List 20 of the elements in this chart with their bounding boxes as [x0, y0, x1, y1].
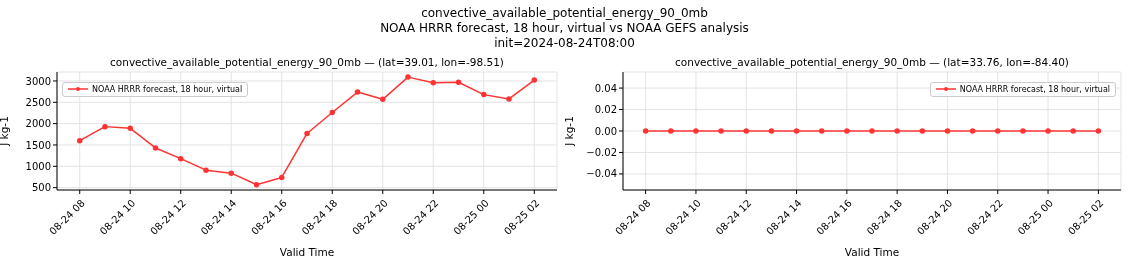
y-tick-label: 500: [31, 182, 51, 194]
x-axis-title: Valid Time: [279, 246, 335, 258]
y-tick-label: 1000: [25, 160, 51, 172]
y-tick-label: 0.02: [594, 104, 617, 116]
y-axis-title: J kg-1: [0, 116, 10, 147]
y-axis-title: J kg-1: [562, 116, 575, 147]
x-axis-title: Valid Time: [844, 246, 900, 258]
y-tick-label: −0.02: [586, 147, 617, 158]
y-tick-label: 3000: [25, 75, 51, 87]
y-tick-label: −0.04: [586, 168, 617, 180]
y-tick-label: 1500: [25, 139, 51, 151]
y-tick-label: 0.00: [594, 125, 617, 137]
chart-subtitle: convective_available_potential_energy_90_0mb — (lat=39.01, lon=-98.51): [109, 56, 505, 68]
chart-subtitle: convective_available_potential_energy_90_0mb — (lat=33.76, lon=-84.40): [674, 56, 1070, 68]
legend-label: NOAA HRRR forecast, 18 hour, virtual: [92, 84, 243, 94]
y-tick-label: 2000: [25, 118, 51, 130]
chart-title: convective_available_potential_energy_90_0mb NOAA HRRR forecast, 18 hour, virtual vs NOAA GEFS analysis init=2024-08-24T08:00: [379, 6, 750, 51]
y-tick-label: 0.04: [594, 82, 617, 94]
legend-label: NOAA HRRR forecast, 18 hour, virtual: [959, 84, 1110, 94]
y-tick-label: 2500: [25, 96, 51, 108]
